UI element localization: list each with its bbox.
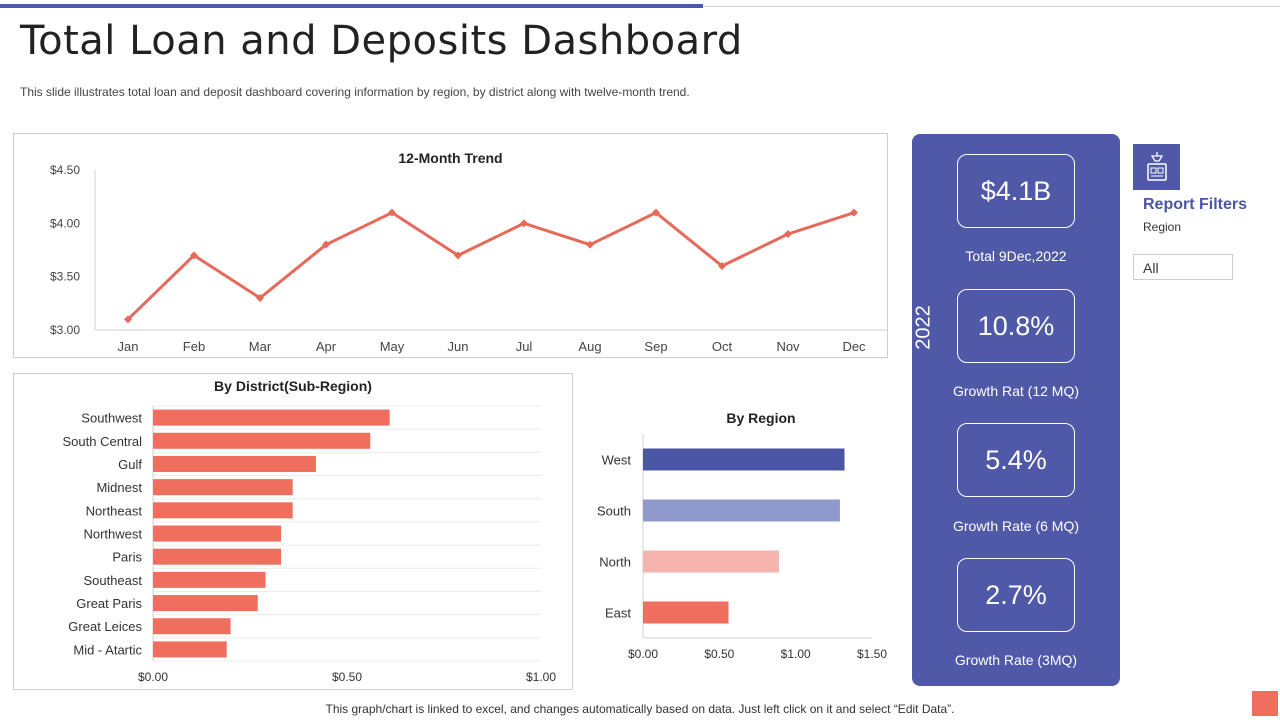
report-filters-title: Report Filters bbox=[1143, 196, 1248, 213]
district-category-label: Northwest bbox=[83, 527, 142, 542]
kpi-year: 2022 bbox=[912, 305, 935, 350]
trend-point bbox=[652, 208, 660, 217]
region-x-tick-label: $1.00 bbox=[781, 647, 811, 661]
trend-point bbox=[322, 240, 330, 249]
district-bar bbox=[153, 455, 316, 472]
region-chart-title: By Region bbox=[726, 410, 796, 426]
district-bar bbox=[153, 525, 282, 542]
region-chart: West South North East $0.00 $0.50 $1.00 $1.50 bbox=[597, 434, 887, 661]
region-x-tick-label: $0.00 bbox=[628, 647, 658, 661]
trend-point bbox=[388, 208, 396, 217]
trend-point bbox=[850, 208, 858, 217]
district-x-tick-label: $0.00 bbox=[138, 670, 168, 684]
kpi-total-value: $4.1B bbox=[957, 154, 1075, 228]
trend-point bbox=[256, 294, 264, 302]
trend-x-tick-label: Aug bbox=[578, 339, 601, 354]
kpi-growth-12-label: Growth Rat (12 MQ) bbox=[952, 383, 1080, 399]
trend-chart: $3.00 $3.50 $4.00 $4.50 Jan Feb Mar Apr May Jun Ju… bbox=[50, 163, 887, 354]
filter-report-icon-glyph bbox=[1146, 152, 1167, 181]
district-bar bbox=[153, 548, 282, 565]
trend-point bbox=[520, 219, 528, 228]
trend-point bbox=[586, 240, 594, 249]
trend-x-tick-label: Jul bbox=[516, 339, 533, 354]
region-bar bbox=[643, 550, 779, 573]
corner-accent bbox=[1252, 691, 1278, 716]
region-category-label: West bbox=[602, 453, 632, 468]
district-chart: Southwest South Central Gulf Midnest Northea… bbox=[63, 405, 556, 684]
district-category-label: Midnest bbox=[96, 480, 142, 495]
region-chart-panel[interactable]: By Region West South North East $0.00 $0.50 $1… bbox=[585, 400, 895, 670]
district-bar bbox=[153, 641, 227, 658]
region-category-label: East bbox=[605, 606, 631, 621]
trend-y-tick-label: $3.00 bbox=[50, 323, 80, 337]
filter-report-icon[interactable] bbox=[1133, 144, 1180, 190]
region-category-label: North bbox=[599, 555, 631, 570]
region-filter-select[interactable]: All bbox=[1133, 254, 1233, 280]
footer-note: This graph/chart is linked to excel, and… bbox=[325, 702, 955, 716]
district-category-label: South Central bbox=[63, 434, 143, 449]
top-accent-bar bbox=[0, 4, 703, 8]
trend-chart-title: 12-Month Trend bbox=[398, 150, 503, 166]
district-bar bbox=[153, 571, 266, 588]
trend-point bbox=[190, 251, 198, 260]
kpi-growth-3-value: 2.7% bbox=[957, 558, 1075, 632]
district-chart-title: By District(Sub-Region) bbox=[214, 378, 372, 394]
trend-point bbox=[454, 251, 462, 260]
district-bar bbox=[153, 479, 293, 496]
report-filters-region-label: Region bbox=[1143, 220, 1182, 234]
trend-point bbox=[718, 262, 726, 270]
district-category-label: Northeast bbox=[86, 503, 143, 518]
district-x-tick-label: $0.50 bbox=[332, 670, 362, 684]
district-x-tick-label: $1.00 bbox=[526, 670, 556, 684]
district-category-label: Southwest bbox=[81, 411, 142, 426]
region-category-label: South bbox=[597, 504, 631, 519]
district-category-label: Southeast bbox=[83, 573, 142, 588]
trend-chart-panel[interactable]: 12-Month Trend $3.00 $3.50 $4.00 $4.50 Jan Fe… bbox=[13, 133, 888, 358]
district-category-label: Great Leices bbox=[68, 619, 142, 634]
trend-x-tick-label: Feb bbox=[183, 339, 205, 354]
district-category-label: Mid - Atartic bbox=[73, 642, 142, 657]
trend-x-tick-label: Jun bbox=[448, 339, 469, 354]
district-bar bbox=[153, 432, 371, 449]
region-bar bbox=[643, 601, 729, 624]
kpi-growth-6-label: Growth Rate (6 MQ) bbox=[952, 518, 1080, 534]
trend-x-tick-label: Sep bbox=[644, 339, 667, 354]
page-subtitle: This slide illustrates total loan and de… bbox=[20, 85, 690, 99]
trend-y-tick-label: $4.50 bbox=[50, 163, 80, 177]
trend-x-tick-label: May bbox=[380, 339, 405, 354]
trend-x-tick-label: Apr bbox=[316, 339, 337, 354]
page-title: Total Loan and Deposits Dashboard bbox=[20, 18, 743, 64]
district-bar bbox=[153, 595, 258, 612]
trend-x-tick-label: Dec bbox=[842, 339, 866, 354]
trend-x-tick-label: Oct bbox=[712, 339, 733, 354]
trend-y-tick-label: $4.00 bbox=[50, 216, 80, 230]
region-bar bbox=[643, 448, 845, 471]
region-x-tick-label: $1.50 bbox=[857, 647, 887, 661]
kpi-panel bbox=[912, 134, 1120, 686]
district-category-label: Paris bbox=[112, 550, 142, 565]
district-bar bbox=[153, 618, 231, 635]
kpi-growth-6-value: 5.4% bbox=[957, 423, 1075, 497]
trend-x-tick-label: Jan bbox=[118, 339, 139, 354]
trend-x-tick-label: Mar bbox=[249, 339, 272, 354]
region-x-tick-label: $0.50 bbox=[704, 647, 734, 661]
district-category-label: Gulf bbox=[118, 457, 142, 472]
kpi-growth-12-value: 10.8% bbox=[957, 289, 1075, 363]
district-chart-panel[interactable]: By District(Sub-Region) Southwest South C… bbox=[13, 373, 573, 690]
trend-point bbox=[784, 230, 792, 238]
kpi-growth-3-label: Growth Rate (3MQ) bbox=[954, 652, 1078, 668]
trend-x-tick-label: Nov bbox=[776, 339, 800, 354]
trend-y-tick-label: $3.50 bbox=[50, 270, 80, 284]
district-category-label: Great Paris bbox=[76, 596, 142, 611]
top-divider bbox=[703, 6, 1280, 7]
trend-series-line bbox=[126, 211, 855, 321]
district-bar bbox=[153, 409, 390, 426]
region-bar bbox=[643, 499, 840, 522]
district-bar bbox=[153, 502, 293, 519]
kpi-total-label: Total 9Dec,2022 bbox=[965, 248, 1067, 264]
trend-point bbox=[124, 315, 132, 324]
